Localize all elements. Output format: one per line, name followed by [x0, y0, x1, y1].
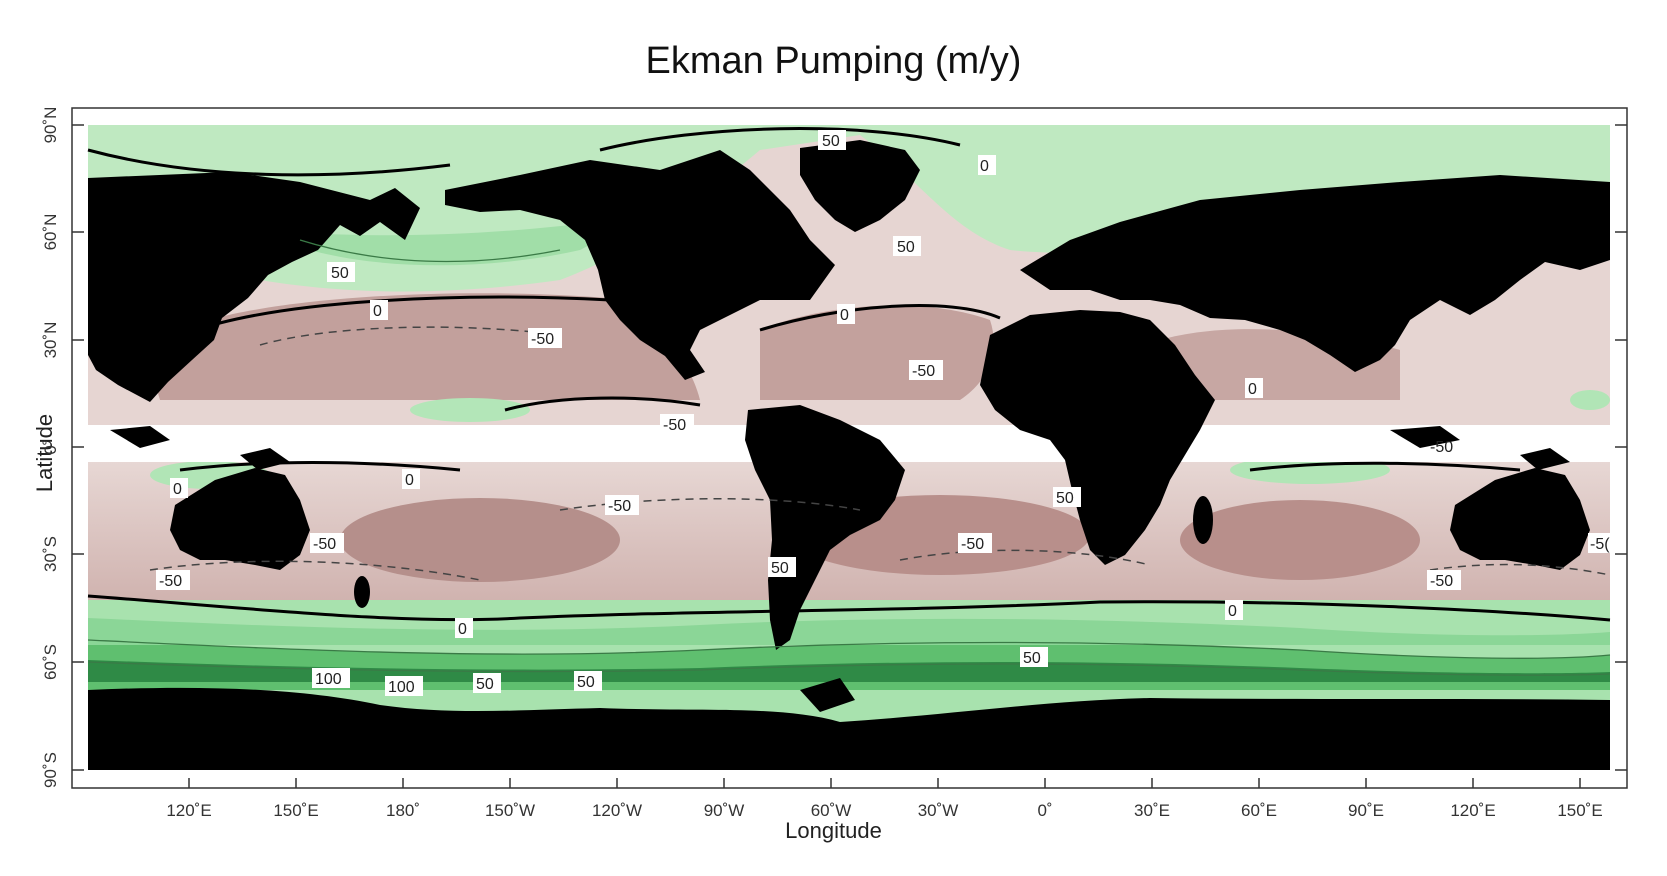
x-tick-label: 60˚W [811, 801, 852, 820]
contour-label: 50 [473, 673, 501, 693]
contour-label: 0 [1225, 600, 1243, 620]
x-tick-label: 0˚ [1037, 801, 1052, 820]
x-tick-label: 150˚E [1557, 801, 1602, 820]
svg-text:-50: -50 [608, 498, 631, 515]
negative-contours [149, 326, 1611, 581]
svg-text:100: 100 [315, 671, 342, 688]
svg-text:0: 0 [373, 303, 382, 320]
contour-label: 50 [327, 262, 355, 282]
y-tick-label: 60˚N [41, 214, 60, 251]
svg-text:0: 0 [1248, 381, 1257, 398]
svg-text:0: 0 [1228, 603, 1237, 620]
y-tick-label: 30˚S [41, 536, 60, 572]
svg-text:-50: -50 [313, 536, 336, 553]
svg-text:-50: -50 [663, 417, 686, 434]
map-title: Ekman Pumping (m/y) [645, 40, 1022, 82]
svg-text:-50: -50 [531, 331, 554, 348]
y-tick-label: 90˚S [41, 752, 60, 788]
svg-text:-50: -50 [961, 536, 984, 553]
contour-label: 50 [574, 671, 602, 691]
svg-text:50: 50 [822, 133, 840, 150]
contour-label: 100 [385, 676, 423, 696]
contour-label: 50 [1020, 647, 1048, 667]
x-tick-label: 120˚W [592, 801, 642, 820]
x-tick-label: 150˚E [273, 801, 318, 820]
contour-label: -50 [528, 328, 562, 348]
contour-label: 50 [818, 130, 846, 150]
svg-text:-5(: -5( [1590, 536, 1610, 553]
contour-label: 50 [768, 557, 796, 577]
svg-text:-50: -50 [912, 363, 935, 380]
y-tick-label: 30˚N [41, 322, 60, 359]
svg-text:100: 100 [388, 679, 415, 696]
contour-label: -50 [958, 533, 992, 553]
contour-label: -50 [310, 533, 344, 553]
x-tick-label: 60˚E [1241, 801, 1277, 820]
svg-text:50: 50 [331, 265, 349, 282]
contour-label: 0 [455, 618, 473, 638]
contour-label: 0 [1245, 378, 1263, 398]
svg-text:50: 50 [897, 239, 915, 256]
svg-text:50: 50 [1056, 490, 1074, 507]
x-tick-label: 180˚ [386, 801, 420, 820]
contour-labels: 50 0 50 50 0 0 -50 -50 -50 0 0 0 -50 50 … [156, 130, 1614, 696]
svg-text:0: 0 [405, 472, 414, 489]
contour-label: -50 [909, 360, 943, 380]
contour-label: 50 [1053, 487, 1081, 507]
svg-text:-50: -50 [159, 573, 182, 590]
contour-label: 100 [312, 668, 350, 688]
x-tick-label: 90˚E [1348, 801, 1384, 820]
contour-label: 0 [170, 478, 188, 498]
svg-text:50: 50 [771, 560, 789, 577]
y-tick-label: 60˚S [41, 644, 60, 680]
tick-marks [72, 124, 1627, 788]
x-tick-label: 30˚W [918, 801, 959, 820]
contour-label: 0 [402, 469, 420, 489]
contour-label: -50 [156, 570, 190, 590]
svg-text:-50: -50 [1430, 439, 1453, 456]
svg-text:0: 0 [980, 158, 989, 175]
contour-label: -50 [605, 495, 639, 515]
y-tick-label: 90˚N [41, 107, 60, 144]
contour-label: -50 [660, 414, 694, 434]
contour-label: -50 [1427, 570, 1461, 590]
contour-label: 0 [837, 304, 855, 324]
contour-label: 0 [978, 155, 996, 175]
x-tick-labels: 120˚E 150˚E 180˚ 150˚W 120˚W 90˚W 60˚W 3… [166, 801, 1602, 820]
y-tick-label: 0˚ [41, 439, 60, 454]
x-axis-label: Longitude [785, 818, 882, 843]
svg-text:50: 50 [1023, 650, 1041, 667]
contour-label: 0 [370, 300, 388, 320]
contour-label: 50 [893, 236, 921, 256]
y-tick-labels: 90˚N 60˚N 30˚N 0˚ 30˚S 60˚S 90˚S [41, 107, 60, 788]
positive-contours [87, 239, 1611, 676]
contour-label: -50 [1430, 439, 1453, 456]
x-tick-label: 120˚E [1450, 801, 1495, 820]
svg-text:0: 0 [458, 621, 467, 638]
svg-text:-50: -50 [1430, 573, 1453, 590]
x-tick-label: 150˚W [485, 801, 535, 820]
svg-text:50: 50 [577, 674, 595, 691]
svg-text:0: 0 [173, 481, 182, 498]
contour-label: -5( [1588, 533, 1614, 553]
svg-text:0: 0 [840, 307, 849, 324]
x-tick-label: 30˚E [1134, 801, 1170, 820]
svg-text:50: 50 [476, 676, 494, 693]
x-tick-label: 120˚E [166, 801, 211, 820]
x-tick-label: 90˚W [704, 801, 745, 820]
land-masses [88, 140, 1610, 770]
